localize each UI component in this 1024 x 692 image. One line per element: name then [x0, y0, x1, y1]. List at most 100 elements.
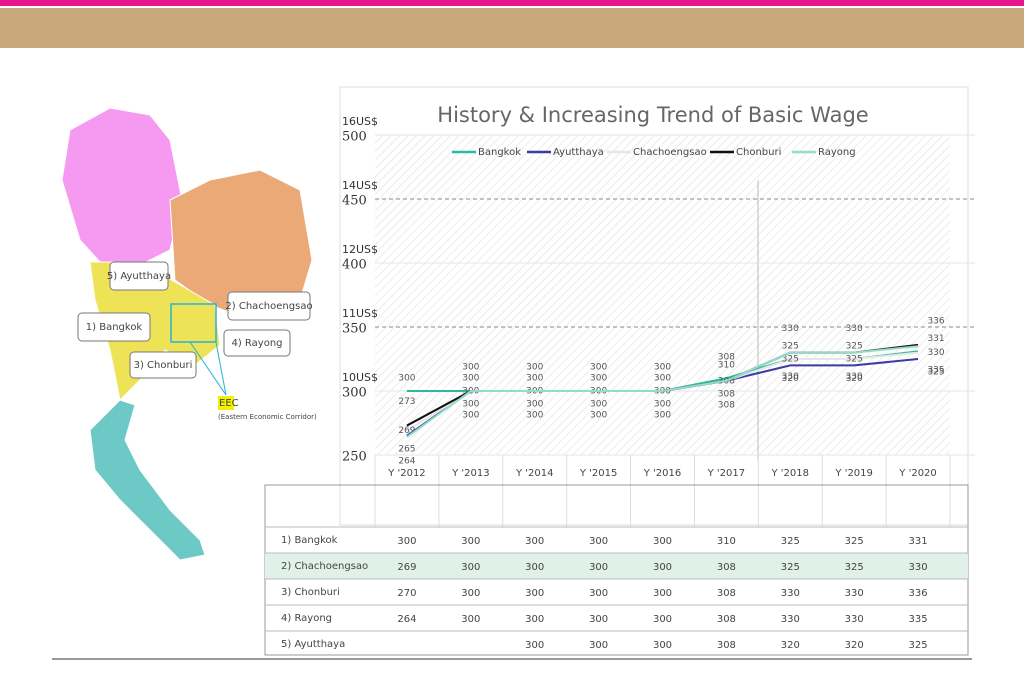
- top-bar: [0, 0, 1024, 6]
- y-tick-label: 350: [342, 322, 367, 337]
- value-label: 325: [846, 355, 863, 365]
- legend-label: Chachoengsao: [633, 147, 707, 158]
- table-cell: 331: [909, 536, 928, 547]
- table-cell: 300: [653, 640, 672, 651]
- usd-label: 11US$: [342, 307, 378, 320]
- value-label: 310: [718, 361, 735, 371]
- table-cell: 300: [589, 614, 608, 625]
- table-cell: 264: [397, 614, 416, 625]
- value-label: 300: [398, 374, 415, 384]
- chart-title: History & Increasing Trend of Basic Wage: [437, 103, 868, 127]
- map-labels: 1) Bangkok 2) Chachoengsao 3) Chonburi 4…: [77, 261, 317, 421]
- map-label: 2) Chachoengsao: [225, 301, 312, 312]
- table-cell: 270: [397, 588, 416, 599]
- value-label: 300: [654, 400, 671, 410]
- value-label: 300: [462, 374, 479, 384]
- table-cell: 330: [845, 614, 864, 625]
- value-label: 264: [398, 457, 415, 467]
- value-label: 300: [654, 374, 671, 384]
- x-tick-label: Y '2019: [834, 468, 873, 479]
- value-label: 308: [718, 389, 735, 399]
- row-label: 1) Bangkok: [281, 535, 338, 546]
- usd-label: 12US$: [342, 243, 378, 256]
- table-cell: 300: [589, 562, 608, 573]
- value-label: 320: [782, 374, 799, 384]
- table-cell: 300: [525, 562, 544, 573]
- value-label: 269: [398, 426, 415, 436]
- table-cell: 300: [589, 588, 608, 599]
- value-label: 300: [590, 374, 607, 384]
- table-cell: 308: [717, 614, 736, 625]
- table-cell: 335: [909, 614, 928, 625]
- eec-note: (Eastern Economic Corridor): [218, 413, 317, 421]
- table-cell: 300: [653, 614, 672, 625]
- table-cell: 300: [589, 536, 608, 547]
- value-label: 325: [782, 342, 799, 352]
- table-cell: 330: [781, 588, 800, 599]
- value-label: 331: [927, 334, 944, 344]
- table-cell: 308: [717, 562, 736, 573]
- x-tick-label: Y '2014: [515, 468, 554, 479]
- usd-label: 14US$: [342, 179, 378, 192]
- value-label: 330: [846, 324, 863, 334]
- value-label: 330: [927, 348, 944, 358]
- value-label: 300: [462, 411, 479, 421]
- table-cell: 300: [525, 536, 544, 547]
- x-tick-label: Y '2012: [387, 468, 426, 479]
- table-cell: 325: [845, 536, 864, 547]
- value-label: 300: [526, 374, 543, 384]
- x-tick-label: Y '2017: [707, 468, 746, 479]
- eec-label: EEC: [219, 398, 239, 409]
- table-cell: 300: [461, 536, 480, 547]
- value-label: 330: [846, 372, 863, 382]
- row-label: 3) Chonburi: [281, 587, 340, 598]
- y-tick-label: 450: [342, 194, 367, 209]
- y-tick-label: 300: [342, 386, 367, 401]
- table-cell: 325: [781, 536, 800, 547]
- value-label: 300: [654, 363, 671, 373]
- table-cell: 300: [653, 562, 672, 573]
- value-label: 330: [782, 324, 799, 334]
- legend-label: Bangkok: [478, 147, 521, 158]
- x-tick-label: Y '2015: [579, 468, 618, 479]
- value-label: 325: [846, 342, 863, 352]
- row-label: 2) Chachoengsao: [281, 561, 368, 572]
- table-cell: 325: [845, 562, 864, 573]
- table-cell: 310: [717, 536, 736, 547]
- chart: 250 300 350 400 450 500 10US$ 11US$ 12US$ 14US$ 16…: [342, 115, 975, 527]
- table-cell: 300: [653, 588, 672, 599]
- map-label: 5) Ayutthaya: [107, 271, 171, 282]
- y-tick-label: 400: [342, 258, 367, 273]
- value-label: 300: [590, 411, 607, 421]
- table-cell: 300: [461, 614, 480, 625]
- table-cell: 336: [909, 588, 928, 599]
- table-cell: 325: [909, 640, 928, 651]
- x-tick-label: Y '2018: [771, 468, 810, 479]
- value-label: 300: [590, 400, 607, 410]
- usd-label: 16US$: [342, 115, 378, 128]
- value-label: 300: [462, 363, 479, 373]
- table-cell: 330: [909, 562, 928, 573]
- value-label: 300: [654, 411, 671, 421]
- row-highlight: [265, 553, 968, 579]
- x-tick-label: Y '2016: [643, 468, 682, 479]
- value-label: 273: [398, 397, 415, 407]
- x-tick-label: Y '2020: [898, 468, 937, 479]
- value-label: 308: [718, 352, 735, 362]
- value-label: 325: [927, 368, 944, 378]
- plot-area: [375, 135, 950, 455]
- value-label: 300: [526, 411, 543, 421]
- row-label: 4) Rayong: [281, 613, 332, 624]
- table-cell: 300: [461, 562, 480, 573]
- x-tick-label: Y '2013: [451, 468, 490, 479]
- table-cell: 300: [397, 536, 416, 547]
- value-label: 335: [927, 366, 944, 376]
- table-cell: 320: [781, 640, 800, 651]
- legend-label: Ayutthaya: [553, 147, 604, 158]
- table-cell: 300: [525, 640, 544, 651]
- value-label: 308: [718, 400, 735, 410]
- table-cell: 300: [525, 614, 544, 625]
- value-label: 300: [590, 363, 607, 373]
- usd-label: 10US$: [342, 371, 378, 384]
